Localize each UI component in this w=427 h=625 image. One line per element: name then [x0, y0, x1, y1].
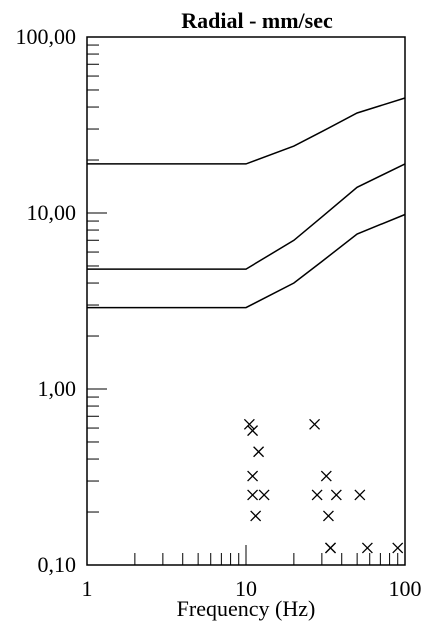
x-tick-label: 100 [389, 576, 422, 601]
limit-curve [87, 163, 406, 270]
data-point [330, 489, 342, 501]
data-point [258, 489, 270, 501]
plot-frame [86, 36, 406, 566]
x-tick-label: 1 [82, 576, 93, 601]
data-point [325, 542, 336, 554]
data-point [250, 510, 262, 522]
x-axis-label: Frequency (Hz) [177, 596, 316, 621]
data-point [243, 418, 255, 430]
y-tick-label: 0,10 [38, 552, 77, 577]
data-point [247, 425, 259, 437]
data-point [322, 510, 334, 522]
data-point [247, 470, 259, 482]
y-tick-label: 1,00 [38, 376, 77, 401]
data-point [311, 489, 323, 501]
data-point [253, 446, 265, 458]
data-point [354, 489, 366, 501]
limit-curve [87, 97, 406, 165]
x-tick-label: 10 [235, 576, 257, 601]
limit-curve [87, 213, 406, 309]
y-tick-label: 10,00 [27, 200, 77, 225]
data-point [247, 489, 259, 501]
data-point [361, 542, 373, 554]
data-point [320, 470, 332, 482]
data-point [309, 418, 321, 430]
y-tick-label: 100,00 [16, 24, 77, 49]
data-point [392, 542, 404, 554]
chart-title: Radial - mm/sec [181, 8, 333, 33]
